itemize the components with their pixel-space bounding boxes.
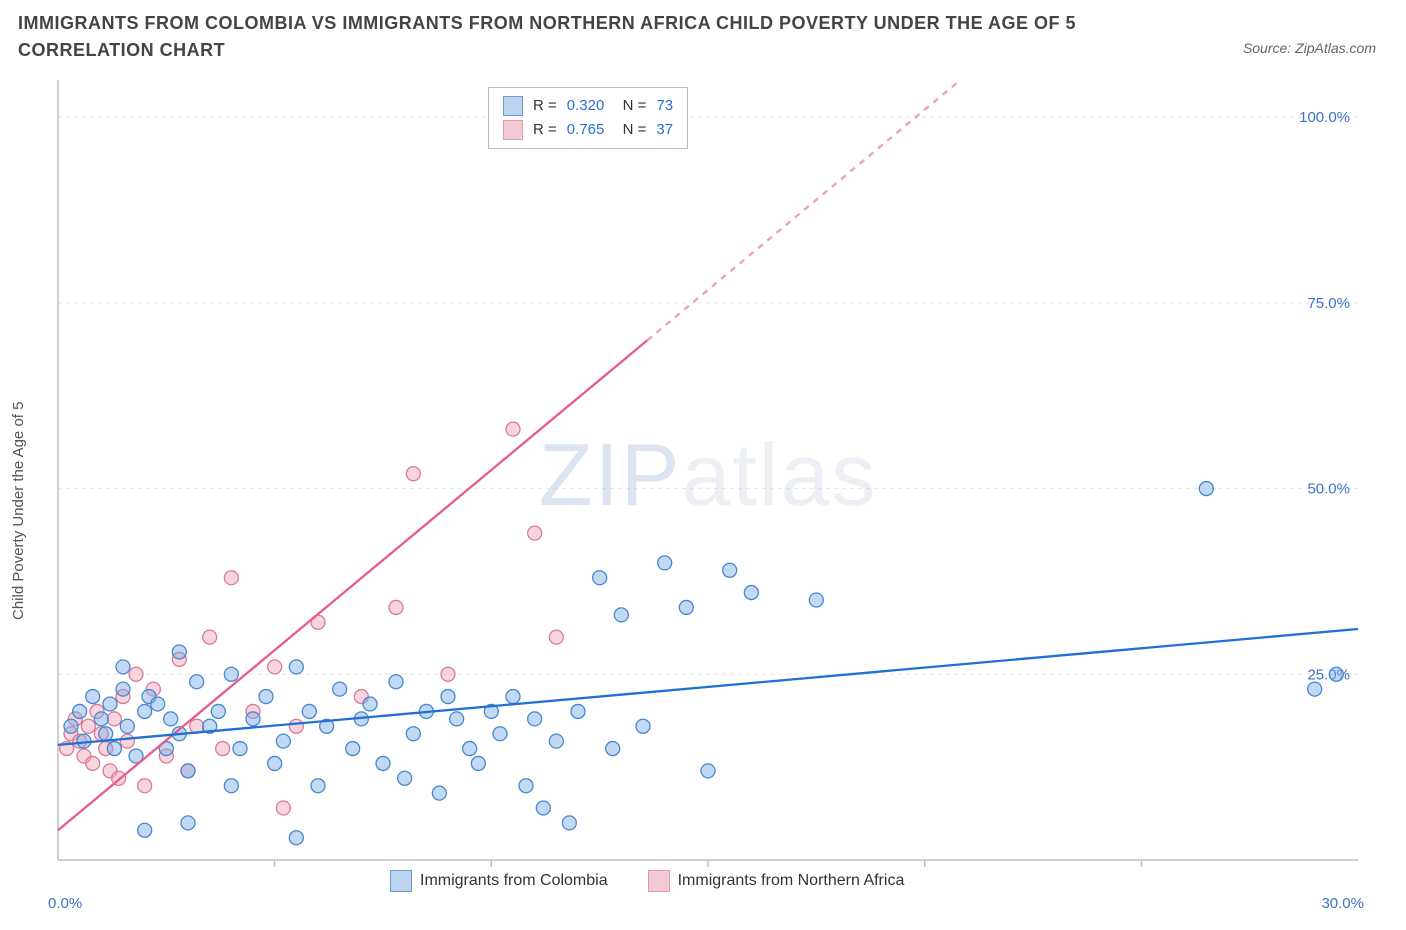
stat-r-value-a: 0.320 xyxy=(567,94,605,118)
series-legend: Immigrants from Colombia Immigrants from… xyxy=(390,870,904,892)
legend-label-a: Immigrants from Colombia xyxy=(420,872,608,890)
stat-r-label: R = xyxy=(533,118,557,142)
chart-area: 25.0%50.0%75.0%100.0% ZIPatlas R = 0.320… xyxy=(48,80,1368,870)
swatch-northern-africa-icon xyxy=(648,870,670,892)
source-citation: Source: ZipAtlas.com xyxy=(1243,40,1376,56)
y-axis-label: Child Poverty Under the Age of 5 xyxy=(10,402,27,620)
scatter-plot-svg: 25.0%50.0%75.0%100.0% xyxy=(48,80,1368,870)
svg-text:75.0%: 75.0% xyxy=(1307,295,1350,312)
chart-title: IMMIGRANTS FROM COLOMBIA VS IMMIGRANTS F… xyxy=(18,10,1118,64)
stats-row-series-b: R = 0.765 N = 37 xyxy=(503,118,673,142)
swatch-colombia-icon xyxy=(503,96,523,116)
swatch-northern-africa-icon xyxy=(503,120,523,140)
stat-r-value-b: 0.765 xyxy=(567,118,605,142)
svg-text:100.0%: 100.0% xyxy=(1299,109,1350,126)
legend-item-colombia: Immigrants from Colombia xyxy=(390,870,608,892)
swatch-colombia-icon xyxy=(390,870,412,892)
x-axis-max-label: 30.0% xyxy=(1321,895,1364,912)
stat-n-label: N = xyxy=(614,118,646,142)
stat-n-label: N = xyxy=(614,94,646,118)
stat-r-label: R = xyxy=(533,94,557,118)
x-axis-min-label: 0.0% xyxy=(48,895,82,912)
stat-n-value-b: 37 xyxy=(656,118,673,142)
stat-n-value-a: 73 xyxy=(656,94,673,118)
stats-row-series-a: R = 0.320 N = 73 xyxy=(503,94,673,118)
legend-label-b: Immigrants from Northern Africa xyxy=(678,872,905,890)
legend-item-northern-africa: Immigrants from Northern Africa xyxy=(648,870,905,892)
correlation-stats-box: R = 0.320 N = 73 R = 0.765 N = 37 xyxy=(488,87,688,149)
svg-text:50.0%: 50.0% xyxy=(1307,481,1350,498)
